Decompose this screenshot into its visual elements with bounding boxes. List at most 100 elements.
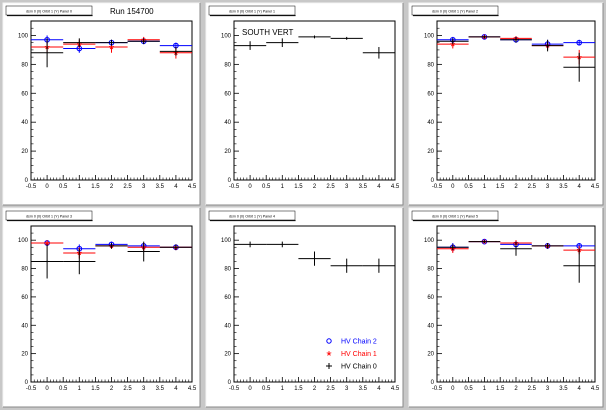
data-series: [31, 241, 192, 279]
panel-background: [206, 208, 403, 407]
y-tick-label: 0: [431, 380, 435, 386]
x-tick-label: 2.5: [123, 184, 132, 190]
y-tick-label: 80: [224, 267, 231, 273]
data-point: [46, 260, 48, 263]
y-tick-label: 20: [21, 149, 28, 155]
x-tick-label: 4.5: [591, 386, 600, 392]
y-tick-label: 20: [21, 352, 28, 358]
run-label: Run 154700: [110, 7, 154, 16]
data-point: [576, 39, 583, 46]
panel-bevel-light: [2, 2, 200, 205]
panel-title-box: [411, 5, 499, 16]
panel-title-text: dsm 0 (0) Orbit 1 (Y) Panel 5: [432, 215, 478, 219]
x-tick-label: 3: [546, 184, 550, 190]
panel-background: [206, 3, 403, 205]
data-point: [44, 240, 50, 246]
y-tick-label: 100: [424, 33, 435, 39]
y-tick-label: 0: [25, 178, 29, 184]
data-point: [110, 42, 113, 44]
y-tick-label: 20: [427, 352, 434, 358]
data-point: [547, 245, 549, 247]
data-point: [143, 40, 145, 42]
y-tick-label: 60: [427, 295, 434, 301]
data-point: [78, 42, 80, 44]
data-series: [437, 240, 595, 283]
data-point: [515, 39, 517, 41]
x-tick-label: 2: [110, 184, 114, 190]
panel-background: [409, 3, 603, 205]
x-tick-label: 3: [142, 184, 146, 190]
x-tick-label: 2: [110, 386, 114, 392]
star-arm: [44, 241, 48, 244]
panel-bevel-dark: [3, 208, 201, 408]
x-tick-label: -0.5: [229, 184, 240, 190]
x-tick-label: 1: [483, 386, 487, 392]
y-tick-label: 100: [221, 33, 232, 39]
y-tick-label: 0: [228, 380, 232, 386]
data-point: [452, 246, 454, 248]
x-tick-label: 3.5: [359, 386, 368, 392]
y-tick-label: 60: [224, 91, 231, 97]
y-tick-label: 20: [224, 352, 231, 358]
panel-title-text: dsm 0 (0) Orbit 1 (Y) Panel 3: [26, 215, 72, 219]
x-tick-label: -0.5: [432, 184, 443, 190]
x-tick-label: 0: [45, 386, 49, 392]
x-tick-label: 1.5: [496, 184, 505, 190]
x-tick-label: 4: [377, 184, 381, 190]
panel-bevel-light: [2, 207, 200, 407]
x-tick-label: -0.5: [26, 184, 37, 190]
x-tick-label: 4.5: [391, 386, 400, 392]
y-tick-label: 40: [21, 323, 28, 329]
x-tick-label: 1.5: [496, 386, 505, 392]
legend-label: HV Chain 1: [341, 351, 377, 358]
x-tick-label: 0.5: [464, 386, 473, 392]
data-point: [483, 36, 485, 38]
legend-label: HV Chain 0: [341, 364, 377, 371]
x-tick-label: 1.5: [294, 386, 303, 392]
panel-background: [3, 208, 200, 407]
panel-title-box: [208, 210, 296, 221]
x-tick-label: -0.5: [26, 386, 37, 392]
x-tick-label: 4: [578, 386, 582, 392]
y-tick-label: 60: [21, 91, 28, 97]
x-tick-label: 4.5: [188, 184, 197, 190]
x-tick-label: 3: [142, 386, 146, 392]
y-tick-label: 80: [427, 267, 434, 273]
x-tick-label: 3: [546, 386, 550, 392]
data-point: [281, 42, 283, 44]
x-tick-label: 1: [281, 386, 285, 392]
y-tick-label: 40: [21, 120, 28, 126]
x-tick-label: 0.5: [59, 184, 68, 190]
panel-bevel-light: [408, 207, 603, 407]
x-tick-label: 3.5: [156, 184, 165, 190]
x-tick-label: -0.5: [229, 386, 240, 392]
panel-bevel-dark: [409, 3, 604, 206]
data-point: [452, 40, 454, 42]
x-tick-label: 1: [483, 184, 487, 190]
data-point: [78, 260, 80, 263]
panel-title-text: dsm 0 (0) Orbit 1 (Y) Panel 4: [229, 215, 275, 219]
y-tick-label: 80: [224, 62, 231, 68]
y-tick-label: 20: [224, 149, 231, 155]
data-point: [143, 250, 145, 253]
x-tick-label: 3.5: [359, 184, 368, 190]
y-tick-label: 80: [21, 62, 28, 68]
plot-panel: dsm 0 (0) Orbit 1 (Y) Panel 1-0.5 0 0.5 1 1.…: [205, 2, 404, 206]
panel-bevel-light: [408, 2, 603, 205]
x-tick-label: 1.5: [91, 386, 100, 392]
data-point: [109, 44, 114, 50]
x-tick-label: 1.5: [91, 184, 100, 190]
x-tick-label: 0: [45, 184, 49, 190]
data-series: [31, 38, 192, 68]
x-tick-label: 2: [514, 184, 518, 190]
panel-title-box: [208, 5, 296, 16]
x-tick-label: 4.5: [591, 184, 600, 190]
x-tick-label: 0.5: [464, 184, 473, 190]
y-tick-label: 80: [21, 267, 28, 273]
x-tick-label: 2.5: [528, 386, 537, 392]
data-point: [46, 52, 48, 54]
data-point: [483, 241, 485, 243]
plot-panel: dsm 0 (0) Orbit 1 (Y) Panel 3-0.5 0 0.5 1 1.…: [2, 207, 201, 408]
panel-title-box: [5, 5, 93, 16]
